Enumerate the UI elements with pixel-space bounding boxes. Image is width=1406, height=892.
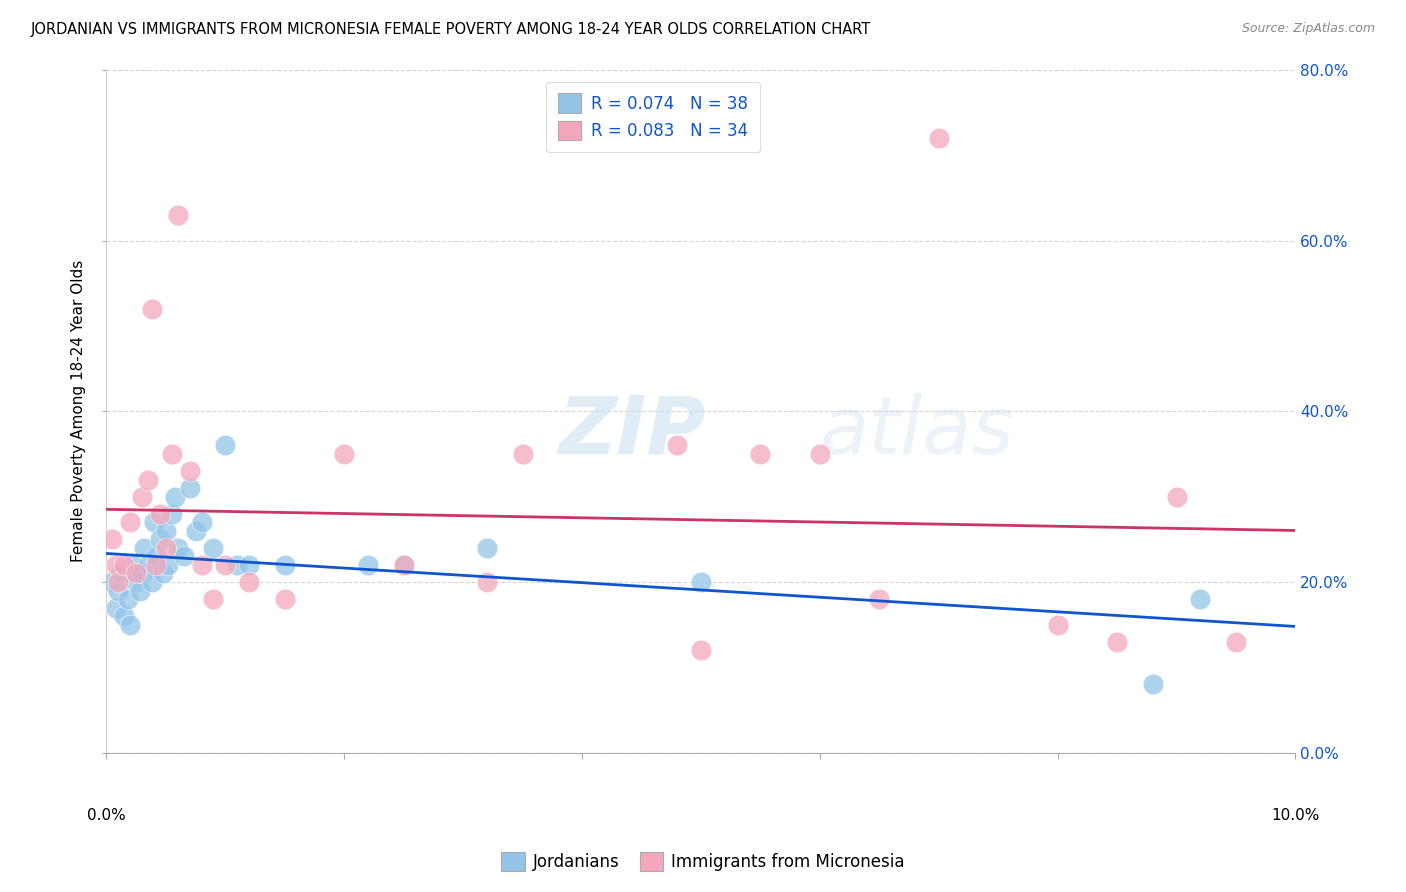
Point	[214, 558, 236, 572]
Point	[125, 566, 148, 581]
Point	[107, 574, 129, 589]
Point	[238, 558, 260, 572]
Point	[475, 541, 498, 555]
Point	[141, 301, 163, 316]
Point	[357, 558, 380, 572]
Point	[112, 558, 135, 572]
Point	[165, 490, 187, 504]
Point	[110, 566, 132, 581]
Point	[134, 541, 156, 555]
Point	[690, 643, 713, 657]
Point	[238, 574, 260, 589]
Point	[749, 447, 772, 461]
Point	[1142, 677, 1164, 691]
Point	[690, 574, 713, 589]
Point	[160, 507, 183, 521]
Point	[512, 447, 534, 461]
Point	[214, 438, 236, 452]
Point	[107, 583, 129, 598]
Point	[392, 558, 415, 572]
Point	[868, 592, 890, 607]
Point	[142, 516, 165, 530]
Point	[1046, 617, 1069, 632]
Point	[1107, 634, 1129, 648]
Point	[131, 490, 153, 504]
Text: atlas: atlas	[820, 392, 1015, 471]
Point	[131, 566, 153, 581]
Point	[179, 481, 201, 495]
Point	[117, 592, 139, 607]
Point	[149, 507, 172, 521]
Text: 10.0%: 10.0%	[1271, 808, 1320, 823]
Point	[226, 558, 249, 572]
Point	[120, 516, 142, 530]
Point	[101, 574, 124, 589]
Text: JORDANIAN VS IMMIGRANTS FROM MICRONESIA FEMALE POVERTY AMONG 18-24 YEAR OLDS COR: JORDANIAN VS IMMIGRANTS FROM MICRONESIA …	[31, 22, 872, 37]
Point	[155, 541, 177, 555]
Point	[166, 541, 188, 555]
Point	[157, 558, 180, 572]
Point	[1189, 592, 1212, 607]
Point	[928, 131, 950, 145]
Point	[808, 447, 831, 461]
Point	[190, 516, 212, 530]
Point	[1166, 490, 1188, 504]
Point	[666, 438, 689, 452]
Point	[392, 558, 415, 572]
Point	[104, 600, 127, 615]
Point	[274, 558, 297, 572]
Point	[202, 541, 225, 555]
Point	[141, 574, 163, 589]
Point	[179, 464, 201, 478]
Point	[128, 583, 150, 598]
Point	[136, 473, 159, 487]
Point	[125, 574, 148, 589]
Point	[166, 208, 188, 222]
Point	[149, 533, 172, 547]
Text: 0.0%: 0.0%	[87, 808, 125, 823]
Point	[136, 558, 159, 572]
Point	[1225, 634, 1247, 648]
Point	[190, 558, 212, 572]
Point	[475, 574, 498, 589]
Point	[173, 549, 195, 564]
Point	[333, 447, 356, 461]
Y-axis label: Female Poverty Among 18-24 Year Olds: Female Poverty Among 18-24 Year Olds	[72, 260, 86, 563]
Point	[101, 533, 124, 547]
Point	[202, 592, 225, 607]
Point	[155, 524, 177, 538]
Point	[120, 617, 142, 632]
Point	[145, 549, 167, 564]
Point	[145, 558, 167, 572]
Legend: R = 0.074   N = 38, R = 0.083   N = 34: R = 0.074 N = 38, R = 0.083 N = 34	[547, 82, 761, 152]
Point	[112, 609, 135, 624]
Point	[184, 524, 207, 538]
Point	[121, 558, 143, 572]
Text: ZIP: ZIP	[558, 392, 706, 471]
Point	[152, 566, 174, 581]
Legend: Jordanians, Immigrants from Micronesia: Jordanians, Immigrants from Micronesia	[494, 843, 912, 880]
Text: Source: ZipAtlas.com: Source: ZipAtlas.com	[1241, 22, 1375, 36]
Point	[160, 447, 183, 461]
Point	[274, 592, 297, 607]
Point	[104, 558, 127, 572]
